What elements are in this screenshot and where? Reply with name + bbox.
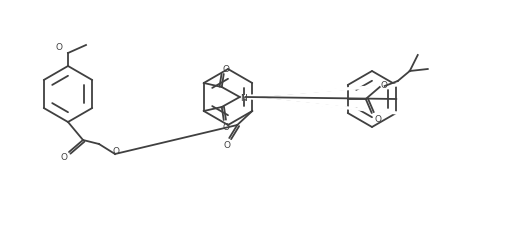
Text: O: O [60, 152, 67, 161]
Text: O: O [222, 64, 229, 73]
Text: O: O [375, 114, 381, 123]
Text: O: O [222, 122, 229, 131]
Text: O: O [224, 141, 231, 150]
Text: O: O [380, 80, 387, 89]
Text: N: N [240, 93, 247, 102]
Text: O: O [113, 147, 119, 156]
Text: O: O [56, 42, 63, 51]
